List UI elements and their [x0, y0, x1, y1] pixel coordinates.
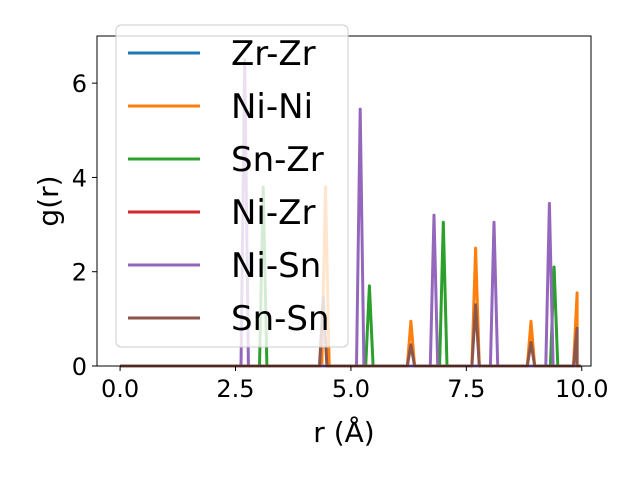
x-tick-label: 2.5 [216, 375, 254, 403]
x-tick-label: 0.0 [101, 375, 139, 403]
legend-label: Sn-Zr [231, 140, 324, 180]
y-tick-label: 0 [72, 353, 87, 381]
y-tick-label: 2 [72, 259, 87, 287]
legend-label: Zr-Zr [231, 34, 316, 74]
legend-label: Ni-Zr [231, 193, 315, 233]
legend-label: Ni-Sn [231, 246, 321, 286]
legend-label: Ni-Ni [231, 87, 313, 127]
x-tick-label: 10.0 [555, 375, 608, 403]
y-axis-label: g(r) [32, 175, 65, 226]
x-axis-label: r (Å) [313, 415, 374, 449]
y-tick-label: 4 [72, 164, 87, 192]
legend: Zr-Zr Ni-Ni Sn-Zr Ni-Zr Ni-Sn Sn-Sn [115, 24, 349, 348]
tick-layer: 0.0 2.5 5.0 7.5 10.0 0 2 4 6 [72, 70, 609, 403]
x-tick-label: 7.5 [447, 375, 485, 403]
legend-label: Sn-Sn [231, 299, 330, 339]
x-tick-label: 5.0 [332, 375, 370, 403]
y-tick-label: 6 [72, 70, 87, 98]
